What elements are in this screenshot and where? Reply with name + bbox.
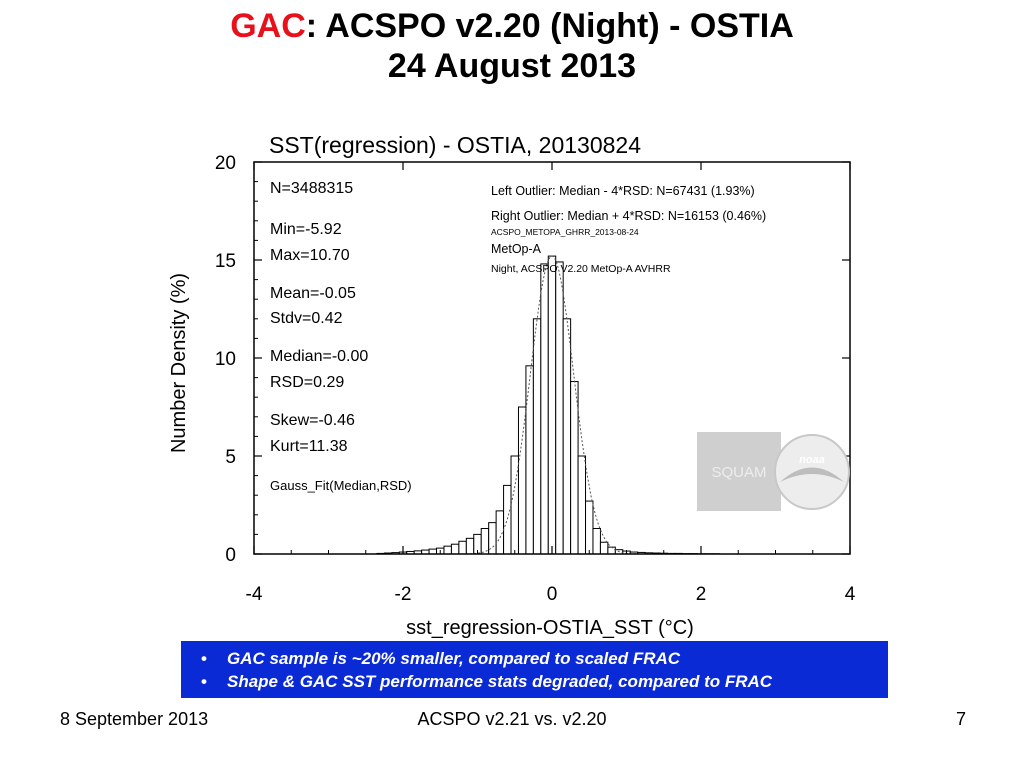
stats-block: N=3488315 Min=-5.92 Max=10.70 Mean=-0.05… xyxy=(270,180,412,493)
plot-frame xyxy=(253,161,851,555)
stat-max: Max=10.70 xyxy=(270,247,350,264)
histogram-bar xyxy=(585,500,594,555)
x-tick-label: 2 xyxy=(696,584,707,605)
title-line: GAC: ACSPO v2.20 (Night) - OSTIA xyxy=(0,6,1024,46)
fit-label: Gauss_Fit(Median,RSD) xyxy=(270,478,412,493)
y-tick-label: 5 xyxy=(225,447,236,468)
x-tick-label: 0 xyxy=(547,584,558,605)
squam-logo-bg xyxy=(697,432,781,511)
stat-median: Median=-0.00 xyxy=(270,348,368,365)
histogram-bar xyxy=(540,263,549,555)
histogram-bar xyxy=(607,546,616,555)
ticks-layer: -4 -2 0 2 4 0 5 10 15 20 xyxy=(215,153,856,605)
stat-kurt: Kurt=11.38 xyxy=(270,438,348,455)
histogram-bar xyxy=(443,545,452,555)
note-item: GAC sample is ~20% smaller, compared to … xyxy=(195,647,878,670)
note-item: Shape & GAC SST performance stats degrad… xyxy=(195,670,878,693)
histogram-bar xyxy=(592,528,601,555)
satellite-text: MetOp-A xyxy=(491,242,542,256)
stat-mean: Mean=-0.05 xyxy=(270,285,356,302)
y-tick-label: 0 xyxy=(225,545,236,566)
y-tick-label: 10 xyxy=(215,349,236,370)
noaa-bird-icon xyxy=(780,467,844,482)
notes-box: GAC sample is ~20% smaller, compared to … xyxy=(181,641,888,698)
noaa-logo: noaa xyxy=(774,434,850,510)
y-tick-label: 20 xyxy=(215,153,236,174)
y-tick-label: 15 xyxy=(215,251,236,272)
x-tick-label: -2 xyxy=(395,584,412,605)
noaa-logo-text: noaa xyxy=(799,454,825,466)
stat-skew: Skew=-0.46 xyxy=(270,412,355,429)
stat-stdv: Stdv=0.42 xyxy=(270,310,343,327)
title-highlight: GAC xyxy=(230,7,306,45)
stat-min: Min=-5.92 xyxy=(270,221,342,238)
page-number: 7 xyxy=(955,709,966,729)
y-axis-label: Number Density (%) xyxy=(168,273,190,453)
histogram-bar xyxy=(532,318,542,555)
squam-logo: SQUAM xyxy=(697,432,781,511)
chart-title: SST(regression) - OSTIA, 20130824 xyxy=(269,132,641,158)
title-date: 24 August 2013 xyxy=(387,47,637,85)
x-tick-label: -4 xyxy=(246,584,263,605)
histogram-bar xyxy=(562,318,572,555)
stat-rsd: RSD=0.29 xyxy=(270,374,344,391)
footer-date: 8 September 2013 xyxy=(60,709,209,729)
description-text: Night, ACSPO V2.20 MetOp-A AVHRR xyxy=(491,263,671,275)
histogram-bar xyxy=(570,381,579,555)
histogram-bar xyxy=(465,537,475,555)
histogram-bar xyxy=(480,528,490,555)
notes-list: GAC sample is ~20% smaller, compared to … xyxy=(195,647,878,693)
x-axis-label: sst_regression-OSTIA_SST (°C) xyxy=(406,617,694,639)
squam-logo-text: SQUAM xyxy=(711,464,766,481)
histogram-bar xyxy=(555,261,564,555)
histogram-bar xyxy=(599,541,609,555)
left-outlier-text: Left Outlier: Median - 4*RSD: N=67431 (1… xyxy=(491,184,755,198)
histogram-bar xyxy=(525,365,534,555)
x-tick-label: 4 xyxy=(845,584,856,605)
histogram-bar xyxy=(503,484,512,555)
histogram-bar xyxy=(450,543,460,555)
slide-title: GAC: ACSPO v2.20 (Night) - OSTIA 24 Augu… xyxy=(0,6,1024,86)
histogram-chart: SST(regression) - OSTIA, 20130824 Number… xyxy=(168,132,856,639)
footer-center-text: ACSPO v2.21 vs. v2.20 xyxy=(417,709,607,729)
histogram-bar xyxy=(547,255,557,555)
right-outlier-text: Right Outlier: Median + 4*RSD: N=16153 (… xyxy=(491,209,766,223)
info-block: Left Outlier: Median - 4*RSD: N=67431 (1… xyxy=(491,184,766,275)
title-rest: : ACSPO v2.20 (Night) - OSTIA xyxy=(305,7,794,45)
bars-layer xyxy=(376,255,721,555)
file-text: ACSPO_METOPA_GHRR_2013-08-24 xyxy=(491,227,639,237)
histogram-bar xyxy=(458,540,467,555)
histogram-bar xyxy=(577,455,587,555)
histogram-bar xyxy=(517,406,527,555)
stat-n: N=3488315 xyxy=(270,180,353,197)
